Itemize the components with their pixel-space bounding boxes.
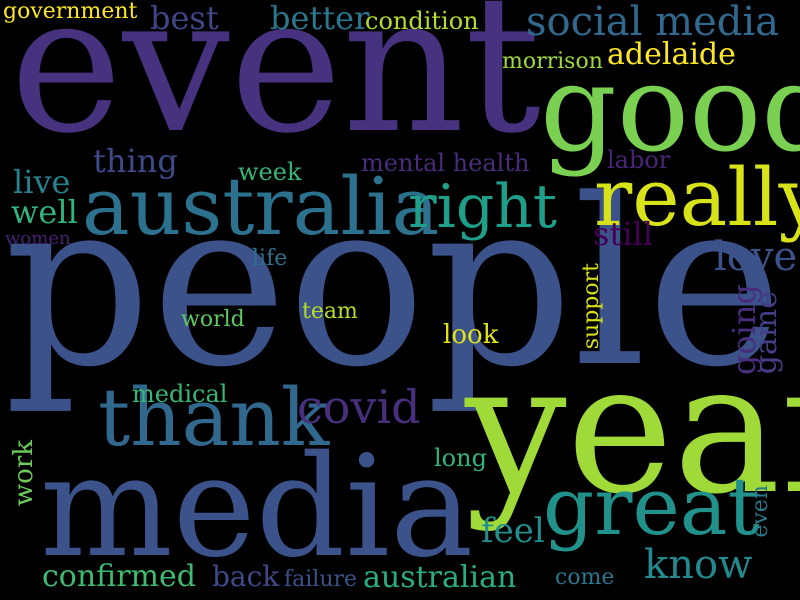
word-medical: medical — [132, 380, 228, 408]
word-best: best — [150, 0, 219, 37]
word-thing: thing — [93, 142, 178, 180]
word-mental-health: mental health — [361, 149, 530, 177]
word-covid: covid — [297, 380, 421, 434]
word-good: good — [540, 40, 800, 179]
word-condition: condition — [365, 7, 479, 35]
word-week: week — [238, 158, 302, 186]
word-confirmed: confirmed — [42, 559, 196, 594]
word-better: better — [270, 0, 370, 37]
word-feel: feel — [481, 511, 545, 551]
word-work: work — [9, 440, 39, 507]
word-back: back — [212, 560, 280, 593]
word-still: still — [593, 215, 653, 253]
word-adelaide: adelaide — [607, 37, 736, 72]
word-great: great — [543, 460, 760, 553]
word-morrison: morrison — [502, 49, 603, 74]
word-event: event — [10, 0, 541, 175]
word-long: long — [434, 444, 487, 472]
word-really: really — [594, 151, 800, 244]
word-right: right — [408, 172, 558, 242]
word-come: come — [555, 565, 615, 590]
word-live: live — [13, 163, 71, 201]
word-australia: australia — [82, 160, 440, 253]
word-love: love — [714, 234, 798, 280]
word-know: know — [644, 542, 753, 588]
word-government: government — [3, 0, 138, 24]
word-media: media — [40, 426, 474, 589]
word-life: life — [252, 246, 288, 271]
word-look: look — [443, 320, 499, 350]
word-thank: thank — [98, 371, 330, 464]
word-support: support — [579, 263, 604, 350]
word-women: women — [5, 228, 71, 249]
word-year: year — [465, 325, 800, 534]
word-people: people — [4, 151, 783, 418]
word-australian: australian — [363, 560, 517, 595]
word-even: even — [748, 485, 773, 538]
word-well: well — [11, 193, 78, 231]
word-team: team — [302, 299, 358, 324]
word-game: game — [749, 291, 784, 375]
word-world: world — [181, 307, 245, 332]
word-failure: failure — [284, 567, 358, 592]
word-social-media: social media — [526, 0, 780, 45]
word-labor: labor — [607, 146, 671, 174]
